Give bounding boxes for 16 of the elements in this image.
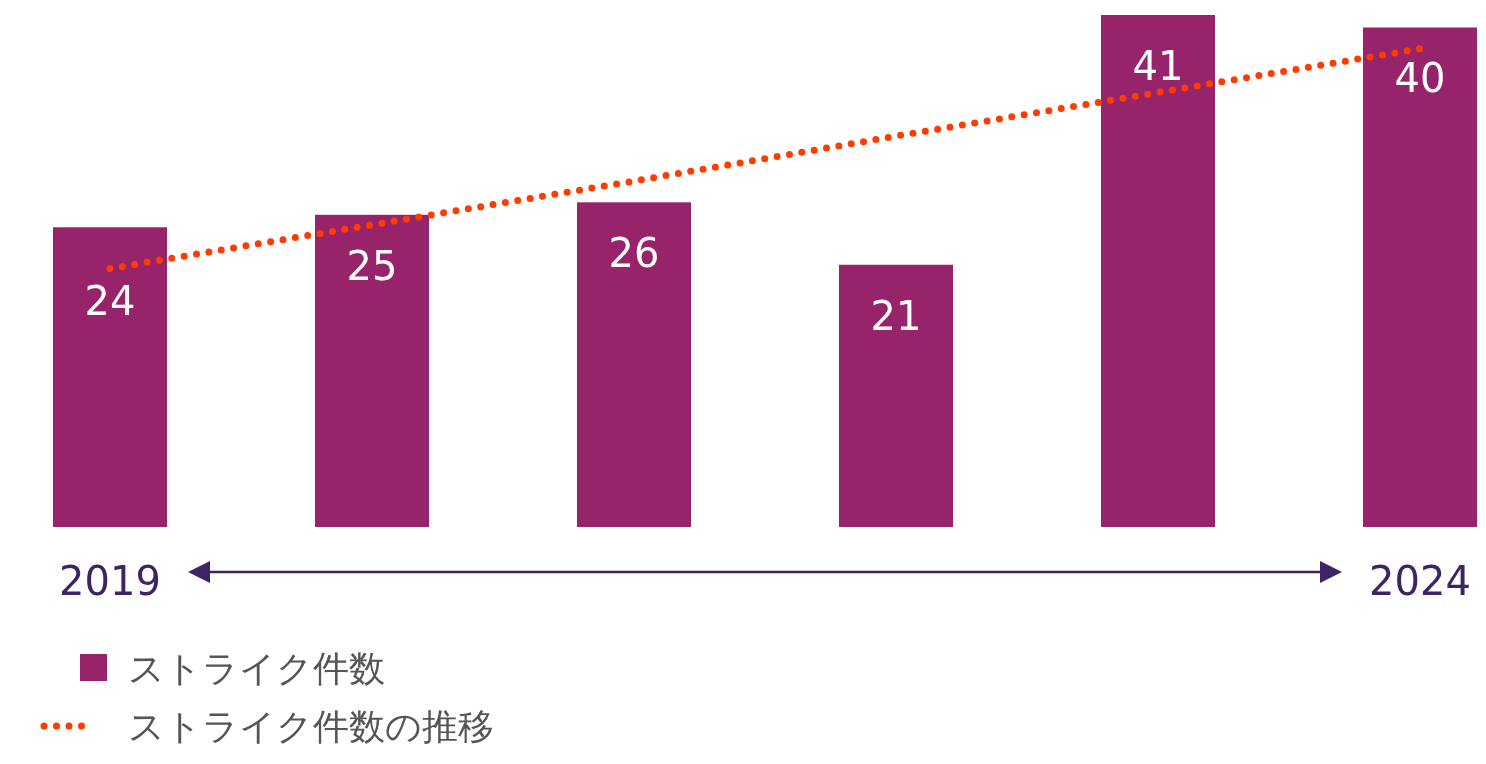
data-label: 24 xyxy=(84,277,136,324)
x-tick-label: 2024 xyxy=(1369,558,1471,604)
data-label: 40 xyxy=(1394,55,1446,102)
data-label: 21 xyxy=(870,292,922,339)
bar xyxy=(1101,15,1215,527)
legend-label: ストライク件数 xyxy=(128,648,385,689)
legend-label: ストライク件数の推移 xyxy=(128,706,494,747)
bar xyxy=(839,264,953,527)
data-label: 41 xyxy=(1132,43,1184,89)
bar xyxy=(1363,27,1477,527)
data-label: 26 xyxy=(608,230,660,277)
bar xyxy=(577,202,691,527)
x-tick-label: 2019 xyxy=(59,558,161,604)
bar xyxy=(53,227,167,527)
data-label: 25 xyxy=(346,242,398,289)
bar xyxy=(315,214,429,527)
